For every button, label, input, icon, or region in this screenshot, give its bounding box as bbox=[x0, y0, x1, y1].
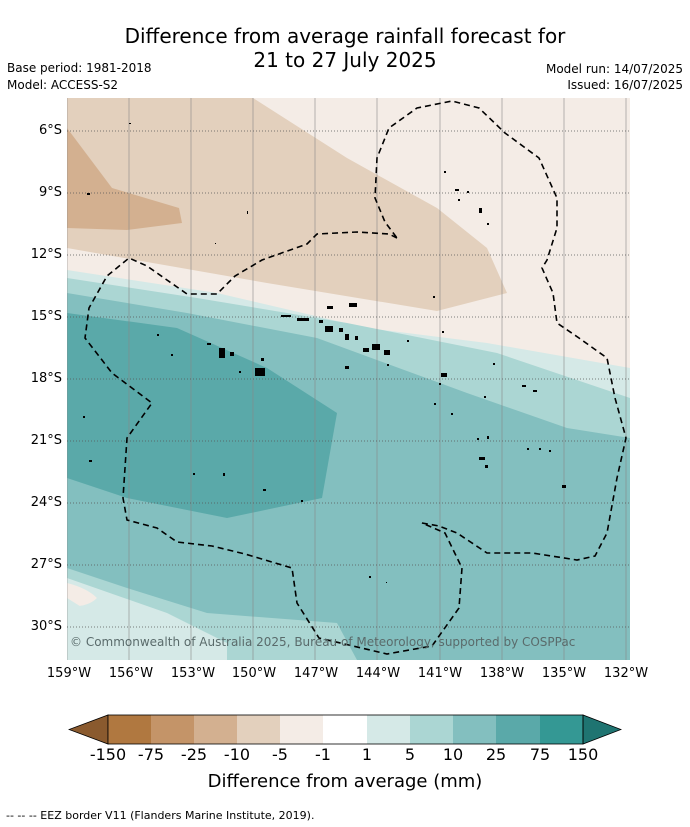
band-neg5-to-neg10 bbox=[67, 98, 507, 311]
colorbar-title: Difference from average (mm) bbox=[207, 771, 483, 792]
title-line-2: 21 to 27 July 2025 bbox=[253, 48, 437, 72]
issued-text: Issued: 16/07/2025 bbox=[567, 78, 683, 92]
lat-label: 6°S bbox=[38, 123, 62, 138]
rainfall-anomaly-map bbox=[67, 98, 630, 660]
legend-footer: -- -- -- EEZ border V11 (Flanders Marine… bbox=[6, 809, 315, 822]
colorbar bbox=[67, 714, 623, 746]
colorbar-high-extend bbox=[582, 714, 623, 745]
graticule-parallels bbox=[67, 130, 630, 628]
lat-label: 30°S bbox=[30, 619, 62, 634]
lat-label: 9°S bbox=[38, 185, 62, 200]
lat-label: 18°S bbox=[30, 371, 62, 386]
lat-label: 15°S bbox=[30, 309, 62, 324]
colorbar-swatch bbox=[367, 715, 410, 744]
colorbar-swatch bbox=[108, 715, 151, 744]
colorbar-tick-label: -150 bbox=[89, 745, 127, 764]
model-run-text: Model run: 14/07/2025 bbox=[545, 62, 683, 76]
lat-label: 27°S bbox=[30, 557, 62, 572]
colorbar-tick-label: 75 bbox=[529, 745, 551, 764]
islands bbox=[83, 123, 566, 583]
lat-label: 12°S bbox=[30, 247, 62, 262]
colorbar-tick-label: 150 bbox=[567, 745, 599, 764]
colorbar-swatch bbox=[194, 715, 237, 744]
colorbar-frame bbox=[107, 714, 584, 745]
colorbar-tick-label: -5 bbox=[272, 745, 288, 764]
base-period-text: Base period: 1981-2018 bbox=[7, 61, 152, 75]
lon-label: 138°W bbox=[479, 666, 525, 681]
colorbar-swatch bbox=[410, 715, 453, 744]
lon-label: 159°W bbox=[46, 666, 92, 681]
lat-label: 21°S bbox=[30, 433, 62, 448]
map-canvas bbox=[67, 98, 630, 660]
colorbar-swatch bbox=[496, 715, 540, 744]
colorbar-tick-label: 25 bbox=[485, 745, 507, 764]
lon-label: 150°W bbox=[231, 666, 277, 681]
band-neg10-to-neg25 bbox=[67, 128, 182, 230]
model-text: Model: ACCESS-S2 bbox=[7, 78, 119, 92]
dry-patch-southwest bbox=[67, 583, 97, 607]
lon-label: 144°W bbox=[355, 666, 401, 681]
colorbar-tick-label: -75 bbox=[137, 745, 165, 764]
colorbar-tick-label: 5 bbox=[404, 745, 416, 764]
colorbar-canvas bbox=[67, 714, 623, 745]
colorbar-tick-label: 10 bbox=[442, 745, 464, 764]
colorbar-swatch bbox=[323, 715, 367, 744]
colorbar-tick-label: -25 bbox=[180, 745, 208, 764]
lon-label: 135°W bbox=[541, 666, 587, 681]
colorbar-tick-label: -10 bbox=[223, 745, 251, 764]
colorbar-low-extend bbox=[67, 714, 109, 745]
lon-label: 156°W bbox=[108, 666, 154, 681]
colorbar-tick-label: -1 bbox=[315, 745, 331, 764]
eez-border bbox=[84, 100, 627, 655]
colorbar-tick-label: 1 bbox=[361, 745, 373, 764]
colorbar-swatch bbox=[453, 715, 496, 744]
band-1-to-5-southwest bbox=[67, 598, 207, 660]
lon-label: 141°W bbox=[417, 666, 463, 681]
lon-label: 153°W bbox=[170, 666, 216, 681]
lon-label: 132°W bbox=[603, 666, 649, 681]
lat-label: 24°S bbox=[30, 495, 62, 510]
title-line-1: Difference from average rainfall forecas… bbox=[124, 24, 566, 48]
copyright-text: © Commonwealth of Australia 2025, Bureau… bbox=[70, 635, 576, 649]
colorbar-swatch bbox=[151, 715, 194, 744]
colorbar-swatch bbox=[540, 715, 583, 744]
colorbar-swatch bbox=[280, 715, 323, 744]
band-25-to-75 bbox=[67, 313, 337, 518]
colorbar-swatch bbox=[237, 715, 280, 744]
lon-label: 147°W bbox=[293, 666, 339, 681]
